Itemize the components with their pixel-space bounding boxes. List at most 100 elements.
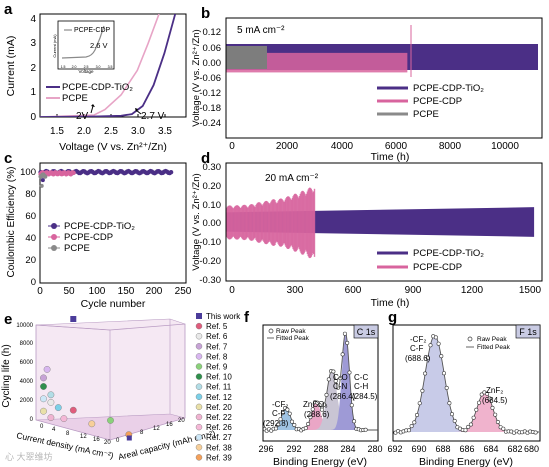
x-tick-label: 20	[104, 440, 111, 446]
point-ref	[47, 414, 55, 421]
y-tick-label: 2	[30, 63, 36, 74]
x-tick-label: 150	[118, 286, 135, 297]
peak-label: (684.5)	[482, 396, 508, 405]
legend: Raw Peak Fitted Peak	[466, 336, 511, 351]
cube-edges-inner	[35, 319, 186, 440]
legend-label: PCPE-CDP	[64, 232, 113, 243]
x-tick-label: 692	[387, 444, 402, 454]
legend-label: Ref. 12	[206, 393, 232, 402]
legend-marker	[195, 434, 203, 441]
y-tick-label: 80	[25, 189, 36, 200]
raw-point	[326, 377, 331, 382]
raw-point	[501, 426, 506, 431]
inset-frame	[57, 20, 115, 70]
y-tick-label: 3	[30, 38, 36, 49]
y-ticks: 0.30 0.20 0.10 0.00 -0.10 -0.20 -0.30	[199, 162, 221, 286]
panel-letter: e	[4, 311, 12, 328]
z-tick-label: 10000	[16, 323, 33, 329]
legend-label: PCPE	[413, 109, 439, 120]
point-ref	[47, 391, 55, 399]
peak-label: -CF₂	[272, 400, 288, 409]
peak-label: -CF₂	[410, 335, 426, 344]
ce-point	[43, 174, 48, 179]
raw-point	[414, 412, 419, 417]
panel-g: g F 1s Raw Peak Fitted Peak -CF₂ C-F (68…	[387, 309, 541, 467]
raw-point	[292, 422, 297, 427]
y-tick-label: -0.18	[199, 103, 221, 114]
point-ref	[47, 398, 55, 406]
point-ref	[40, 407, 47, 415]
legend-label: Ref. 9	[206, 363, 228, 372]
raw-point	[322, 402, 327, 407]
series-pcpe	[40, 14, 160, 117]
legend-label: PCPE-CDP-TiO₂	[64, 221, 135, 232]
z-tick-label: 4000	[20, 379, 34, 385]
peak-cf2	[393, 336, 478, 432]
raw-point	[338, 376, 343, 381]
raw-point	[449, 412, 454, 417]
point-ref	[60, 415, 68, 422]
x-tick-label: 284	[340, 444, 355, 454]
inset-y-label: Current (mA)	[52, 34, 57, 58]
legend-marker	[195, 363, 203, 370]
legend-label: Ref. 11	[206, 383, 232, 392]
legend-marker	[195, 383, 203, 390]
z-tick-label: 6000	[20, 360, 34, 366]
inset-tick: 3.5	[108, 65, 113, 69]
plot-frame	[39, 162, 187, 284]
series-pcpe-cdp-band	[226, 187, 316, 259]
y-tick-label: 0.30	[203, 162, 222, 173]
legend-label: Ref. 20	[206, 403, 232, 412]
raw-point	[278, 417, 283, 422]
y-tick-label: 0	[116, 438, 120, 444]
point-ref	[40, 395, 47, 403]
raw-point	[468, 422, 473, 427]
legend-label: Ref. 38	[206, 443, 232, 452]
x-tick-label: 900	[405, 285, 422, 296]
legend: Raw Peak Fitted Peak	[267, 328, 310, 342]
x-tick-label: 6000	[385, 141, 408, 152]
y-tick-label: 20	[25, 255, 36, 266]
legend: PCPE-CDP-TiO₂ PCPE-CDP PCPE	[48, 221, 135, 254]
legend-label: Raw Peak	[276, 328, 306, 335]
legend-label: PCPE	[64, 243, 90, 254]
x-axis-label: Binding Energy (eV)	[419, 456, 513, 467]
inset-tick: 1.5	[61, 65, 66, 69]
raw-point	[406, 428, 411, 433]
y-tick-label: 0	[30, 112, 36, 123]
series-pcpe-cdp-band	[226, 52, 408, 73]
x-ticks: 692 690 688 686 684 682 680	[387, 444, 539, 454]
arrow-head	[135, 108, 138, 112]
raw-point	[276, 422, 281, 427]
legend-label: This work	[206, 312, 241, 321]
peak-label: C-F	[410, 344, 423, 353]
legend-marker	[195, 444, 203, 451]
inset-x-label: Voltage	[78, 69, 94, 74]
legend-marker	[195, 322, 203, 330]
legend-marker	[195, 373, 203, 380]
raw-point	[319, 407, 324, 412]
legend-marker	[195, 393, 203, 400]
legend-label: Ref. 26	[206, 423, 232, 432]
plot-frame	[39, 13, 187, 118]
peak-label: (284.5)	[352, 392, 378, 401]
x-tick-label: 250	[175, 286, 192, 297]
legend-label: PCPE-CDP-TiO₂	[413, 248, 484, 259]
y-tick-label: -0.20	[199, 256, 221, 267]
peak-label: C-N	[333, 382, 347, 391]
plot-area	[226, 187, 535, 259]
y-tick-label: -0.10	[199, 237, 221, 248]
raw-point	[352, 419, 357, 424]
inset-legend: PCPE-CDP	[74, 27, 111, 34]
watermark: 心 大翠维坊	[5, 451, 53, 462]
cube-top-edge	[35, 318, 186, 326]
y-tick-label: 0	[31, 277, 36, 288]
inset-tick: 2.5	[84, 65, 89, 69]
raw-point	[345, 340, 350, 345]
raw-point	[349, 403, 354, 408]
inset: PCPE-CDP 2.6 V Current (mA) Voltage 1.5 …	[52, 20, 115, 74]
cycling-life-points	[40, 316, 133, 441]
arrow-head	[91, 104, 95, 107]
raw-point	[436, 341, 441, 346]
